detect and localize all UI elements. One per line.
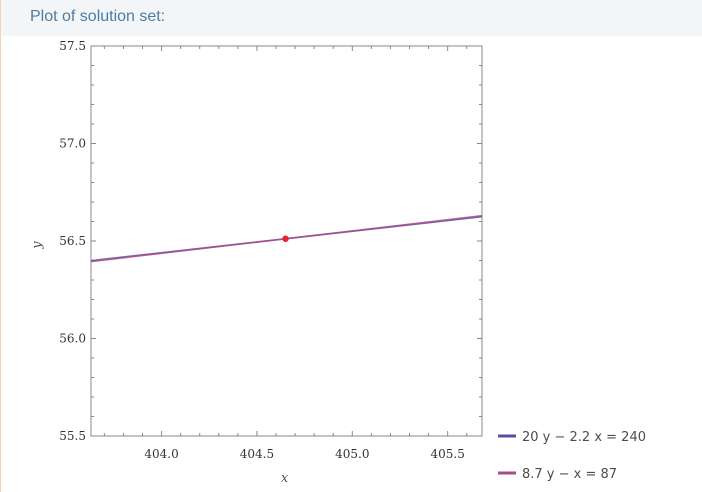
- y-tick-label: 57.5: [59, 39, 86, 53]
- plot-area: 404.0 404.5 405.0 405.5 55.5 56.0 56.5 57.0 57.5…: [30, 39, 646, 486]
- legend-label-1: 20 y − 2.2 x = 240: [522, 430, 646, 445]
- x-tick-label: 405.0: [335, 447, 369, 461]
- x-tick-label: 404.0: [144, 447, 178, 461]
- x-tick-label: 404.5: [240, 447, 274, 461]
- y-tick-label: 55.5: [59, 429, 86, 443]
- pod-title: Plot of solution set:: [30, 8, 166, 25]
- x-tick-label: 405.5: [430, 447, 464, 461]
- y-axis-label: y: [30, 241, 45, 250]
- x-axis-label: x: [281, 471, 289, 486]
- y-tick-label: 57.0: [59, 137, 86, 151]
- y-tick-label: 56.0: [59, 332, 86, 346]
- legend-label-2: 8.7 y − x = 87: [522, 467, 617, 482]
- pod-header: Plot of solution set:: [1, 0, 702, 36]
- solution-point: [282, 235, 289, 242]
- y-tick-label: 56.5: [59, 234, 86, 248]
